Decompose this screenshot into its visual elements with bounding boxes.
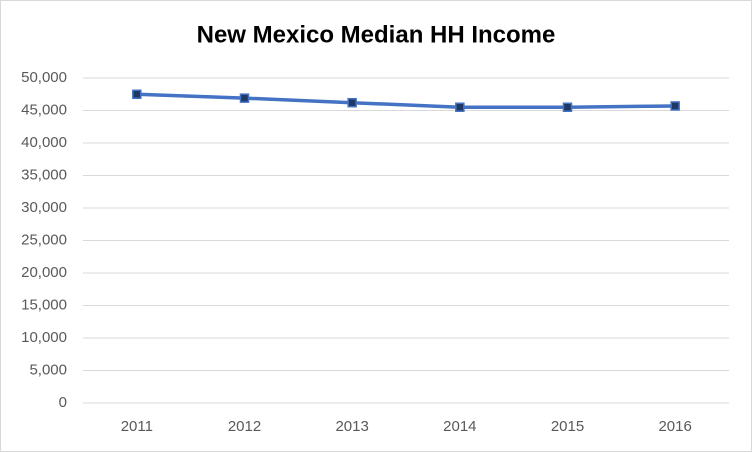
y-tick-label: 35,000	[21, 166, 67, 183]
marker	[670, 101, 680, 111]
y-tick-label: 40,000	[21, 134, 67, 151]
marker	[239, 93, 250, 103]
x-tick-label: 2011	[121, 418, 153, 435]
marker	[562, 102, 573, 112]
y-tick-label: 30,000	[21, 199, 67, 216]
x-tick-label: 2015	[551, 418, 584, 435]
x-tick-label: 2016	[658, 418, 691, 435]
marker	[455, 102, 465, 112]
y-tick-label: 10,000	[21, 329, 67, 346]
y-tick-label: 5,000	[29, 361, 67, 378]
x-tick-label: 2012	[228, 418, 261, 435]
x-tick-label: 2013	[335, 418, 368, 435]
y-tick-label: 25,000	[21, 231, 67, 248]
y-tick-label: 15,000	[21, 296, 67, 313]
series-line	[136, 92, 676, 109]
chart-title: New Mexico Median HH Income	[197, 21, 556, 48]
y-tick-label: 0	[59, 394, 67, 411]
y-tick-label: 50,000	[21, 69, 67, 86]
x-tick-label: 2014	[443, 418, 476, 435]
marker	[347, 97, 357, 108]
y-tick-label: 20,000	[21, 264, 67, 281]
y-tick-label: 45,000	[21, 101, 67, 118]
marker	[132, 89, 142, 99]
